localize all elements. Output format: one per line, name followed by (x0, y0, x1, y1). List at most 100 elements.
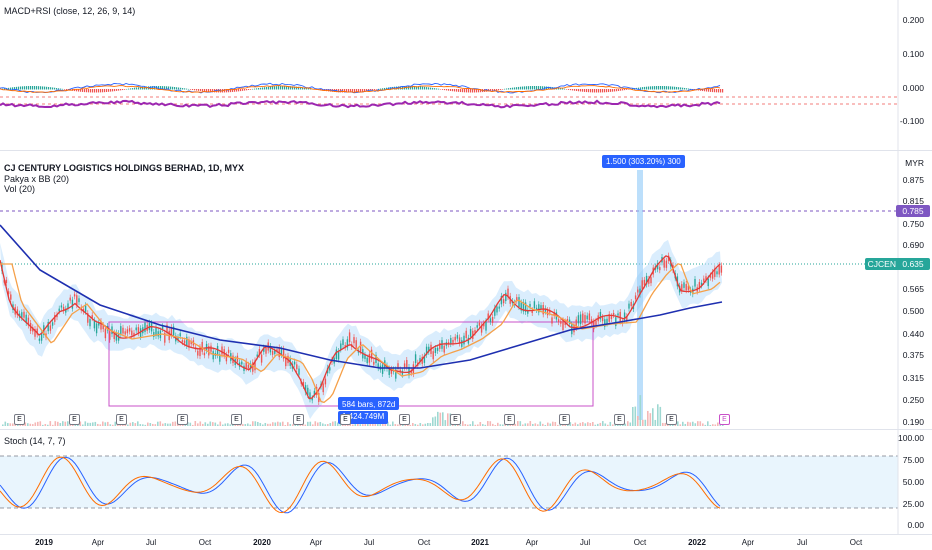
volume-bar (592, 421, 594, 426)
macd-histogram-bar (64, 89, 66, 90)
main-chart-pane[interactable]: CJ CENTURY LOGISTICS HOLDINGS BERHAD, 1D… (0, 151, 932, 429)
macd-histogram-bar (128, 88, 130, 90)
macd-histogram-bar (624, 89, 626, 91)
candle-body (122, 327, 124, 334)
volume-bar (707, 421, 709, 426)
candle-body (100, 321, 102, 330)
earnings-marker[interactable]: E (116, 414, 127, 425)
earnings-marker-upcoming[interactable]: E (719, 414, 730, 425)
earnings-marker[interactable]: E (450, 414, 461, 425)
macd-histogram-bar (382, 88, 384, 90)
earnings-marker[interactable]: E (614, 414, 625, 425)
earnings-marker[interactable]: E (14, 414, 25, 425)
measure-badge[interactable]: 1.500 (303.20%) 300 (602, 155, 685, 168)
earnings-marker[interactable]: E (340, 414, 351, 425)
earnings-marker[interactable]: E (293, 414, 304, 425)
earnings-marker[interactable]: E (69, 414, 80, 425)
volume-bar (44, 423, 47, 426)
earnings-marker[interactable]: E (177, 414, 188, 425)
volume-bar (404, 424, 407, 426)
candle-body (659, 267, 661, 271)
indicator-volume[interactable]: Vol (20) (4, 184, 36, 194)
macd-histogram-bar (60, 88, 62, 90)
macd-histogram-bar (424, 86, 426, 90)
x-tick: Oct (198, 538, 212, 547)
volume-bar (52, 424, 54, 426)
candle-body (271, 350, 274, 355)
macd-histogram-bar (498, 89, 500, 91)
macd-histogram-bar (358, 89, 360, 92)
macd-histogram-bar (2, 88, 4, 90)
candle-body (144, 322, 146, 332)
macd-histogram-bar (602, 89, 604, 93)
pane-divider[interactable] (0, 150, 932, 151)
price-tick-4: 0.565 (902, 284, 924, 294)
stoch-pane[interactable]: Stoch (14, 7, 7) 100.00 75.00 50.00 25.0… (0, 430, 932, 534)
volume-bar (42, 424, 44, 426)
macd-pane[interactable]: MACD+RSI (close, 12, 26, 9, 14) 0.200 0.… (0, 0, 932, 150)
candle-body (461, 340, 463, 347)
volume-bar (507, 424, 509, 426)
macd-histogram-bar (496, 89, 498, 91)
volume-bar (429, 423, 432, 426)
indicator-pakya-bb[interactable]: Pakya x BB (20) (4, 174, 70, 184)
volume-bar (382, 422, 384, 426)
candle-body (102, 325, 104, 330)
candle-body (342, 339, 344, 345)
volume-bar (242, 424, 244, 426)
candle-body (667, 255, 670, 261)
candle-body (373, 361, 375, 365)
candle-body (472, 330, 474, 339)
volume-bar (479, 421, 482, 426)
macd-histogram-bar (62, 88, 64, 90)
macd-histogram-bar (294, 86, 296, 90)
candle-body (535, 307, 538, 310)
candle-body (599, 311, 602, 320)
earnings-marker[interactable]: E (666, 414, 677, 425)
candle-body (346, 339, 349, 348)
macd-histogram-bar (94, 89, 96, 93)
candle-body (313, 390, 316, 395)
macd-histogram-bar (262, 87, 264, 90)
range-badge-bars[interactable]: 584 bars, 872d (338, 397, 400, 410)
volume-bar (109, 424, 112, 426)
volume-bar (514, 423, 517, 426)
volume-bar (649, 413, 652, 426)
macd-histogram-bar (256, 88, 258, 90)
macd-histogram-bar (230, 89, 232, 93)
candle-body (311, 398, 313, 401)
volume-bar (554, 421, 557, 426)
candle-body (685, 284, 687, 291)
candle-body (324, 378, 327, 385)
macd-histogram-bar (366, 89, 368, 92)
macd-histogram-bar (576, 89, 578, 92)
earnings-marker[interactable]: E (559, 414, 570, 425)
volume-bar (627, 421, 629, 426)
volume-bar (107, 421, 109, 426)
volume-bar (437, 411, 439, 426)
volume-bar (499, 424, 502, 426)
macd-histogram-bar (384, 87, 386, 90)
candle-body (628, 303, 630, 309)
earnings-marker[interactable]: E (231, 414, 242, 425)
pane-divider[interactable] (0, 429, 932, 430)
volume-bar (157, 421, 159, 426)
macd-histogram-bar (500, 89, 502, 90)
volume-bar (542, 423, 544, 426)
earnings-marker[interactable]: E (399, 414, 410, 425)
volume-bar (639, 395, 642, 426)
macd-histogram-bar (670, 86, 672, 90)
macd-histogram-bar (238, 89, 240, 92)
volume-bar (587, 422, 589, 426)
macd-histogram-bar (524, 86, 526, 90)
macd-histogram-bar (104, 89, 106, 93)
volume-bar (679, 424, 682, 426)
volume-bar (589, 422, 592, 426)
earnings-marker[interactable]: E (504, 414, 515, 425)
candle-body (544, 308, 547, 312)
macd-histogram-bar (268, 86, 270, 90)
candle-body (298, 368, 300, 375)
macd-histogram-bar (612, 89, 614, 92)
volume-bar (704, 424, 707, 426)
